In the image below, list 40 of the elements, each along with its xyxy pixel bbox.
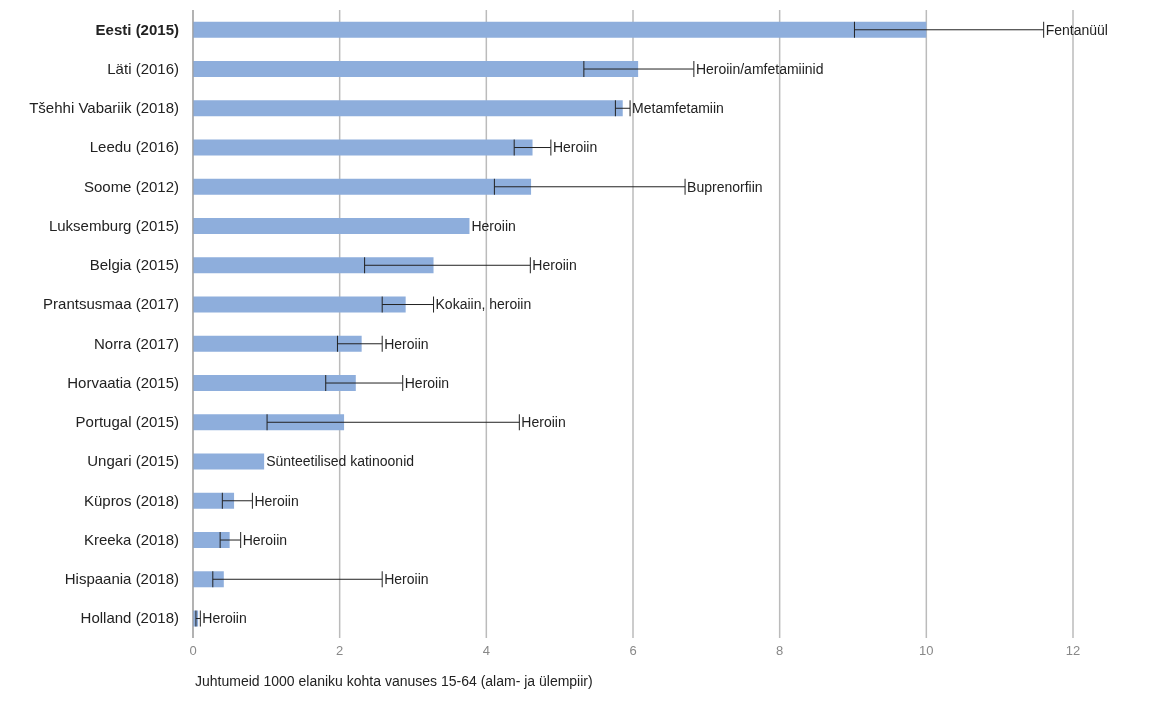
y-tick-label: Soome (2012) — [83, 177, 179, 195]
x-tick-label: 0 — [189, 643, 197, 659]
annotation: Metamfetamiin — [632, 100, 724, 117]
y-tick-label: Luksemburg (2015) — [48, 216, 179, 234]
annotation: Heroiin — [384, 335, 429, 352]
y-tick-label: Eesti (2015) — [95, 20, 179, 38]
x-tick-label: 4 — [482, 643, 490, 659]
y-tick-label: Leedu (2016) — [89, 138, 179, 156]
y-tick-label: Läti (2016) — [107, 59, 179, 77]
y-tick-label: Tšehhi Vabariik (2018) — [29, 99, 179, 117]
x-tick-label: 8 — [776, 643, 784, 659]
y-tick-label: Hispaania (2018) — [64, 570, 179, 588]
x-axis-title: Juhtumeid 1000 elaniku kohta vanuses 15-64 (alam- ja ülempiir) — [195, 673, 593, 689]
annotation: Sünteetilised katinoonid — [266, 453, 415, 470]
x-tick-label: 10 — [919, 643, 934, 659]
annotation: Heroiin — [384, 571, 429, 588]
annotation: Heroiin — [532, 257, 577, 274]
y-tick-label: Belgia (2015) — [89, 256, 179, 274]
annotation: Heroiin — [552, 139, 598, 156]
annotation: Heroiin — [242, 531, 288, 548]
annotation: Heroiin — [254, 492, 299, 509]
y-tick-label: Portugal (2015) — [75, 413, 179, 431]
y-tick-label: Ungari (2015) — [87, 452, 179, 470]
y-tick-label: Küpros (2018) — [83, 491, 179, 509]
x-tick-label: 2 — [336, 643, 344, 659]
y-tick-label: Kreeka (2018) — [83, 530, 179, 548]
x-tick-label: 6 — [629, 643, 637, 659]
annotation: Heroiin — [521, 414, 566, 431]
annotation: Heroiin — [471, 217, 516, 234]
y-tick-label: Holland (2018) — [80, 609, 179, 627]
annotation: Kokaiin, heroiin — [435, 296, 532, 313]
y-tick-label: Norra (2017) — [93, 334, 179, 352]
annotation: Heroiin — [404, 374, 450, 391]
annotation: Buprenorfiin — [687, 178, 763, 195]
annotation: Fentanüül — [1045, 21, 1108, 38]
y-tick-label: Prantsusmaa (2017) — [43, 295, 179, 313]
y-tick-label: Horvaatia (2015) — [67, 373, 179, 391]
annotation: Heroiin/amfetamiinid — [695, 60, 824, 77]
x-tick-label: 12 — [1065, 643, 1081, 659]
annotation: Heroiin — [202, 610, 247, 627]
